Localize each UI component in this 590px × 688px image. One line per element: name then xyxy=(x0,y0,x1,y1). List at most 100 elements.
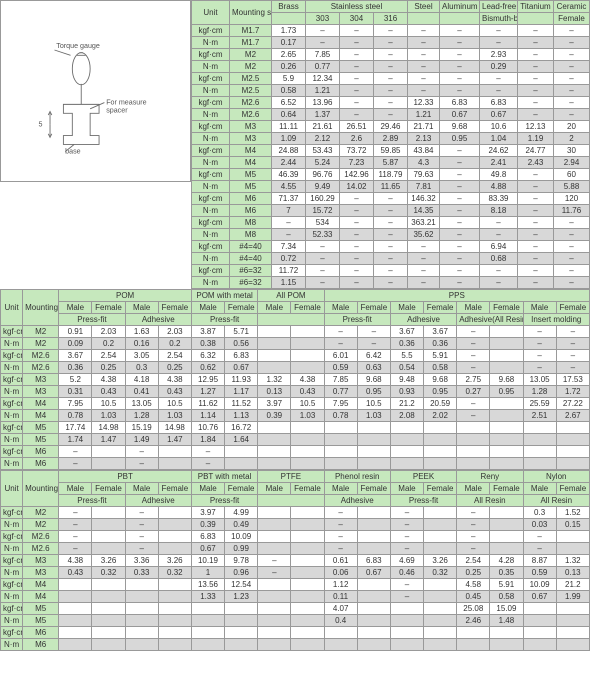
cell: – xyxy=(480,73,518,85)
cell: N·m xyxy=(191,205,229,217)
cell: 4.38 xyxy=(92,374,125,386)
cell: – xyxy=(339,205,373,217)
cell: – xyxy=(339,253,373,265)
cell: – xyxy=(339,73,373,85)
cell xyxy=(191,615,224,627)
cell: 2.08 xyxy=(390,410,423,422)
cell: M2.6 xyxy=(23,362,59,374)
cell: #6=32 xyxy=(229,277,271,289)
cell: 10.5 xyxy=(291,398,324,410)
cell: 363.21 xyxy=(408,217,440,229)
cell xyxy=(291,567,324,579)
cell: 2.41 xyxy=(480,157,518,169)
cell: – xyxy=(518,229,554,241)
cell: – xyxy=(440,181,480,193)
cell: – xyxy=(440,37,480,49)
cell: 2.93 xyxy=(480,49,518,61)
cell: – xyxy=(339,85,373,97)
cell: 0.63 xyxy=(357,362,390,374)
cell xyxy=(424,519,457,531)
cell: – xyxy=(324,531,357,543)
cell: 1.37 xyxy=(305,109,339,121)
cell xyxy=(158,639,191,651)
cell: 5.91 xyxy=(424,350,457,362)
cell xyxy=(357,507,390,519)
cell: – xyxy=(554,253,590,265)
cell: 0.32 xyxy=(92,567,125,579)
cell: 1.32 xyxy=(556,555,589,567)
cell: – xyxy=(440,73,480,85)
cell xyxy=(556,446,589,458)
cell: – xyxy=(373,37,407,49)
cell: 16.72 xyxy=(225,422,258,434)
cell: 15.19 xyxy=(125,422,158,434)
cell: – xyxy=(518,49,554,61)
cell: 15.72 xyxy=(305,205,339,217)
cell: 0.72 xyxy=(271,253,305,265)
cell: M6 xyxy=(23,458,59,470)
cell: 0.95 xyxy=(424,386,457,398)
svg-text:spacer: spacer xyxy=(106,106,128,114)
cell: 30 xyxy=(554,145,590,157)
cell: 10.5 xyxy=(357,398,390,410)
cell: 2 xyxy=(554,133,590,145)
cell xyxy=(490,519,523,531)
cell: 0.25 xyxy=(457,567,490,579)
cell: 4.18 xyxy=(125,374,158,386)
cell xyxy=(158,543,191,555)
cell: 9.78 xyxy=(225,555,258,567)
cell: 0.67 xyxy=(225,362,258,374)
cell xyxy=(457,446,490,458)
cell xyxy=(191,627,224,639)
cell: M3 xyxy=(23,386,59,398)
cell xyxy=(390,458,423,470)
cell: – xyxy=(518,25,554,37)
cell: – xyxy=(373,229,407,241)
cell: – xyxy=(480,277,518,289)
cell xyxy=(225,627,258,639)
cell: 0.29 xyxy=(480,61,518,73)
cell xyxy=(291,591,324,603)
cell xyxy=(92,603,125,615)
cell xyxy=(457,422,490,434)
cell xyxy=(556,531,589,543)
cell xyxy=(324,422,357,434)
cell: 2.44 xyxy=(271,157,305,169)
cell: 0.33 xyxy=(125,567,158,579)
cell: 21.61 xyxy=(305,121,339,133)
cell xyxy=(225,603,258,615)
cell: – xyxy=(305,25,339,37)
cell xyxy=(291,579,324,591)
cell: 1 xyxy=(191,567,224,579)
cell: – xyxy=(440,229,480,241)
cell: 96.76 xyxy=(305,169,339,181)
cell: 4.58 xyxy=(457,579,490,591)
h-screw: Mounting screw xyxy=(229,1,271,25)
cell: 9.68 xyxy=(424,374,457,386)
cell: 0.78 xyxy=(324,410,357,422)
cell: 5.5 xyxy=(390,350,423,362)
cell xyxy=(556,434,589,446)
cell: N·m xyxy=(1,458,23,470)
cell xyxy=(92,627,125,639)
cell xyxy=(390,603,423,615)
cell xyxy=(357,639,390,651)
cell: – xyxy=(480,25,518,37)
cell: 26.51 xyxy=(339,121,373,133)
cell xyxy=(523,446,556,458)
cell: N·m xyxy=(1,615,23,627)
cell: 2.54 xyxy=(158,350,191,362)
cell: 4.99 xyxy=(225,507,258,519)
cell: N·m xyxy=(191,253,229,265)
cell xyxy=(556,603,589,615)
cell xyxy=(523,603,556,615)
cell xyxy=(158,519,191,531)
cell xyxy=(191,603,224,615)
cell: 7.34 xyxy=(271,241,305,253)
cell: 14.98 xyxy=(92,422,125,434)
cell xyxy=(457,458,490,470)
cell: 3.36 xyxy=(125,555,158,567)
cell: 7.23 xyxy=(339,157,373,169)
cell xyxy=(424,591,457,603)
cell: 83.39 xyxy=(480,193,518,205)
